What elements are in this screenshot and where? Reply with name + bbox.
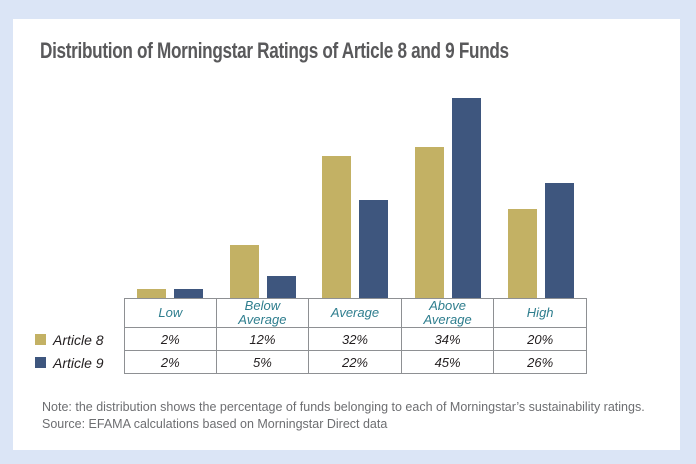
bar-group-average [309,83,402,298]
article-9-low-value: 2% [124,351,217,374]
column-header-below-average: Below Average [216,298,310,328]
article-9-above-average-value: 45% [401,351,495,374]
bar-article-8-below-average [229,244,259,298]
bar-article-9-below-average [266,275,296,298]
article-9-high-value: 26% [494,351,587,374]
article-9-swatch [35,357,46,368]
note-text: Note: the distribution shows the percent… [42,400,645,414]
bar-article-9-average [359,200,389,298]
data-table: Low Below Average Average Above Average … [13,298,680,374]
chart-title: Distribution of Morningstar Ratings of A… [40,38,509,63]
article-8-average-value: 32% [309,328,402,351]
bar-group-high [494,83,587,298]
source-text: Source: EFAMA calculations based on Morn… [42,417,388,431]
article-8-low-value: 2% [124,328,217,351]
article-8-above-average-value: 34% [401,328,495,351]
bar-article-9-above-average [452,98,482,298]
legend-article-9-label: Article 9 [53,354,104,371]
article-8-below-average-value: 12% [216,328,310,351]
article-9-average-value: 22% [309,351,402,374]
column-header-low: Low [124,298,217,328]
bar-article-9-low [174,289,204,298]
legend-article-8: Article 8 [13,328,124,351]
bar-article-8-above-average [415,147,445,298]
legend-header-spacer [13,298,124,328]
legend-article-8-label: Article 8 [53,331,104,348]
bar-group-above-average [402,83,495,298]
column-header-high: High [494,298,587,328]
bar-article-8-average [322,155,352,298]
bar-article-8-high [507,209,537,298]
bar-group-below-average [217,83,310,298]
bar-group-low [124,83,217,298]
bar-article-8-low [137,289,167,298]
bar-article-9-high [544,182,574,298]
article-9-below-average-value: 5% [216,351,310,374]
article-8-high-value: 20% [494,328,587,351]
bar-chart [124,83,587,298]
legend-article-9: Article 9 [13,351,124,374]
column-header-above-average: Above Average [401,298,495,328]
column-header-average: Average [309,298,402,328]
chart-card: Distribution of Morningstar Ratings of A… [13,19,680,450]
article-8-swatch [35,334,46,345]
